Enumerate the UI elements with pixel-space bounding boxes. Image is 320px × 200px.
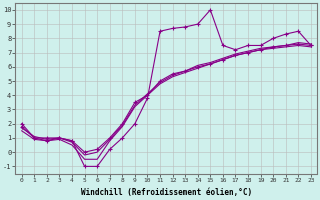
X-axis label: Windchill (Refroidissement éolien,°C): Windchill (Refroidissement éolien,°C) bbox=[81, 188, 252, 197]
